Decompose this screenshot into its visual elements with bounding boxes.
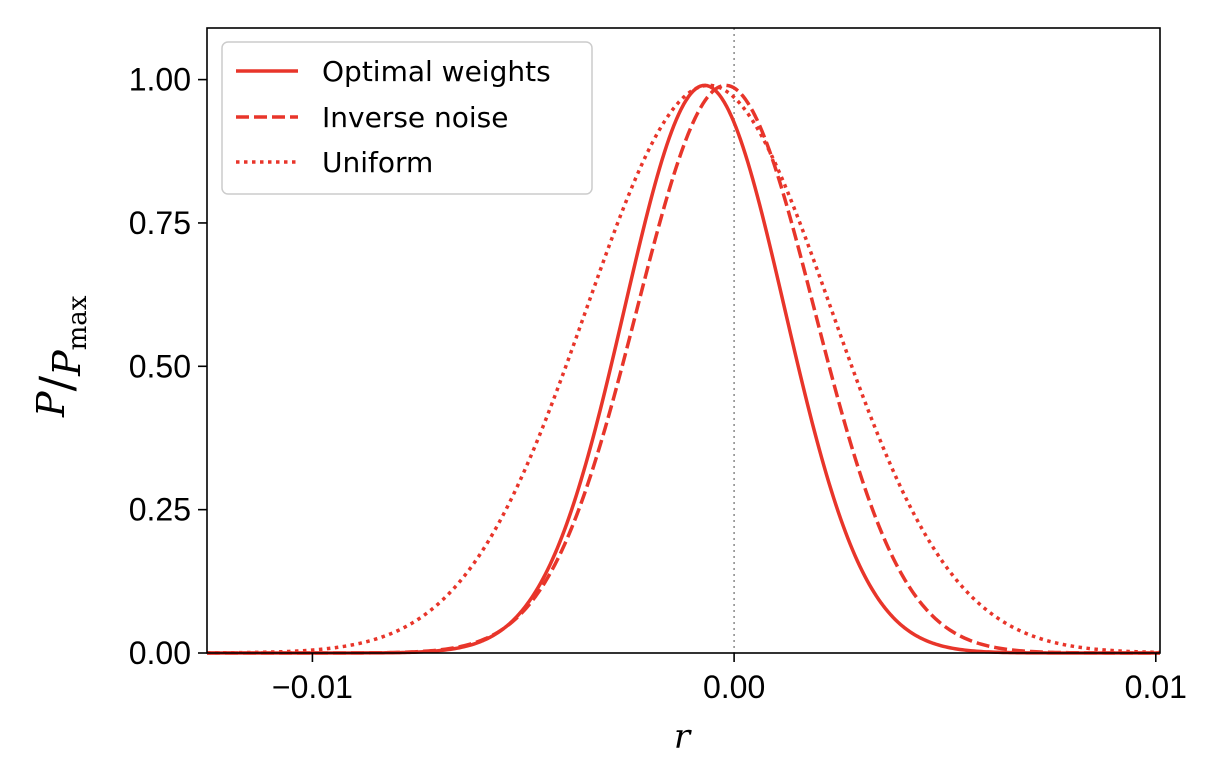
svg-text:P/Pmax: P/Pmax [29,295,93,418]
legend-label-inverse-noise: Inverse noise [322,101,509,134]
x-axis-label: r [674,717,692,757]
y-label-numerator: P [29,390,73,418]
y-tick-label: 0.25 [129,492,191,528]
x-tick-label: −0.01 [272,669,353,705]
legend: Optimal weights Inverse noise Uniform [221,41,593,195]
legend-label-optimal-weights: Optimal weights [322,55,551,88]
y-tick-label: 1.00 [129,62,191,98]
axes-frame [206,27,1161,654]
x-tick-label: 0.00 [703,669,765,705]
y-label-subscript: max [63,295,93,350]
y-tick-label: 0.00 [129,635,191,671]
series-line-uniform [206,83,1161,655]
plot-area [206,27,1161,655]
legend-label-uniform: Uniform [322,146,433,179]
y-tick-label: 0.50 [129,348,191,384]
x-tick-label: 0.01 [1125,669,1187,705]
y-label-slash: / [29,375,83,391]
series-line-inverse-noise [207,83,1160,655]
legend-box [221,41,593,195]
y-tick-label: 0.75 [129,205,191,241]
y-axis-ticks: 0.00 0.25 0.50 0.75 1.00 [129,62,207,671]
y-axis-label: P/Pmax [29,295,93,418]
y-label-denominator: P [45,349,89,377]
x-axis-ticks: −0.01 0.00 0.01 [272,653,1187,705]
